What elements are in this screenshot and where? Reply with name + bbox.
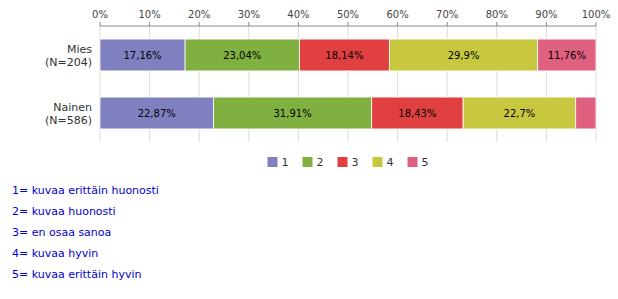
bar-segment — [100, 97, 213, 129]
tick-label: 40% — [287, 9, 309, 20]
data-label: 17,16% — [123, 50, 161, 61]
tick-mark — [199, 22, 200, 26]
legend-label: 4 — [387, 156, 394, 169]
bar-segment — [538, 39, 596, 71]
legend-label: 5 — [422, 156, 429, 169]
legend-swatch — [268, 157, 278, 167]
bar-segment — [299, 39, 389, 71]
tick-label: 80% — [486, 9, 508, 20]
legend-label: 1 — [282, 156, 289, 169]
tick-label: 30% — [238, 9, 260, 20]
footnote: 2= kuvaa huonosti — [12, 205, 116, 218]
bar-segment — [185, 39, 299, 71]
bar-segment — [463, 97, 576, 129]
data-label: 31,91% — [274, 108, 312, 119]
bar-segment — [100, 39, 185, 71]
tick-label: 0% — [92, 9, 108, 20]
category-label-line: Mies — [67, 42, 92, 55]
data-label: 29,9% — [448, 50, 480, 61]
bar-segment — [389, 39, 537, 71]
footnote: 4= kuvaa hyvin — [12, 247, 98, 260]
category-label-line: (N=204) — [45, 55, 92, 68]
tick-mark — [100, 22, 101, 26]
category-label: Mies(N=204) — [45, 42, 92, 68]
legend-item: 4 — [373, 156, 394, 169]
tick-mark — [596, 22, 597, 26]
legend-item: 5 — [408, 156, 429, 169]
footnotes: 1= kuvaa erittäin huonosti 2= kuvaa huono… — [12, 184, 159, 281]
bar-segment — [576, 97, 596, 129]
legend-swatch — [373, 157, 383, 167]
tick-label: 90% — [535, 9, 557, 20]
category-label-line: (N=586) — [45, 113, 92, 126]
legend-label: 3 — [352, 156, 359, 169]
legend-item: 2 — [303, 156, 324, 169]
category-label-line: Nainen — [53, 100, 92, 113]
legend-swatch — [303, 157, 313, 167]
data-label: 11,76% — [548, 50, 586, 61]
bars — [100, 39, 596, 129]
data-label: 22,87% — [138, 108, 176, 119]
legend-swatch — [408, 157, 418, 167]
grid — [100, 26, 596, 142]
tick-mark — [397, 22, 398, 26]
footnote: 1= kuvaa erittäin huonosti — [12, 184, 159, 197]
x-axis-line — [100, 26, 596, 27]
data-labels: 17,16% 23,04% 18,14% 29,9% 11,76% 22,87% 31,91… — [123, 50, 585, 119]
chart: 0% 10% 20% 30% 40% 50% 60% 70% 80% 90% 100% 17,16% 2… — [0, 0, 618, 299]
category-label: Nainen(N=586) — [45, 100, 92, 126]
tick-label: 10% — [138, 9, 160, 20]
tick-mark — [546, 22, 547, 26]
data-label: 22,7% — [504, 108, 536, 119]
tick-label: 60% — [386, 9, 408, 20]
data-label: 23,04% — [223, 50, 261, 61]
legend-item: 1 — [268, 156, 289, 169]
tick-mark — [348, 22, 349, 26]
tick-label: 50% — [337, 9, 359, 20]
legend-item: 3 — [338, 156, 359, 169]
data-label: 18,14% — [325, 50, 363, 61]
bar-segment — [372, 97, 463, 129]
tick-label: 20% — [188, 9, 210, 20]
tick-mark — [496, 22, 497, 26]
tick-mark — [149, 22, 150, 26]
data-label: 18,43% — [398, 108, 436, 119]
tick-mark — [248, 22, 249, 26]
footnote: 3= en osaa sanoa — [12, 226, 111, 239]
tick-label: 100% — [582, 9, 611, 20]
legend: 1 2 3 4 5 — [268, 156, 429, 169]
tick-mark — [298, 22, 299, 26]
tick-label: 70% — [436, 9, 458, 20]
tick-mark — [447, 22, 448, 26]
bar-segment — [213, 97, 371, 129]
footnote: 5= kuvaa erittäin hyvin — [12, 268, 141, 281]
legend-swatch — [338, 157, 348, 167]
legend-label: 2 — [317, 156, 324, 169]
